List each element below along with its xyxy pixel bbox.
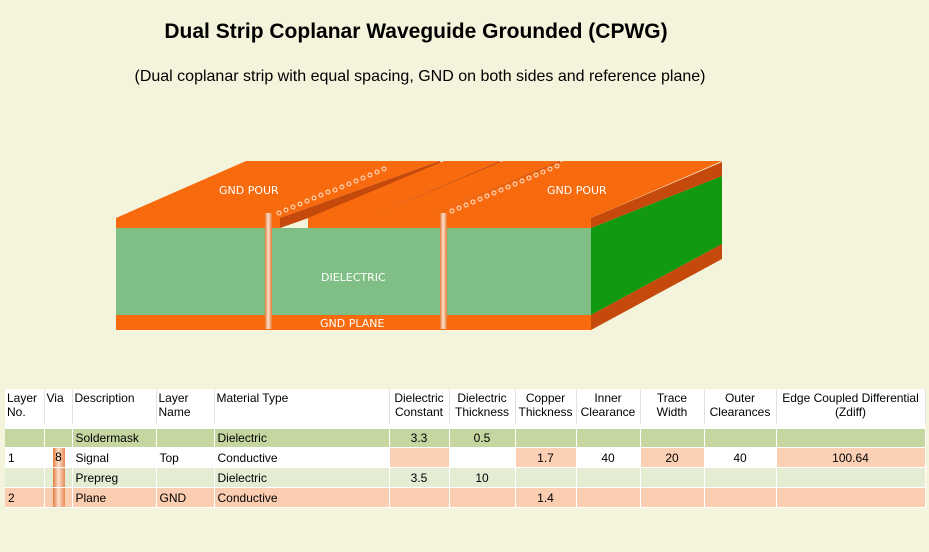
via-indicator (52, 488, 65, 507)
cell-trace-width[interactable] (640, 429, 705, 448)
gnd-plane-label: GND PLANE (320, 317, 384, 330)
gnd-plane-side-face (591, 244, 722, 330)
header-outer-clearances: Outer Clearances (704, 389, 777, 424)
cell-copper-thickness[interactable]: 1.4 (515, 487, 577, 508)
header-inner-clearance: Inner Clearance (576, 389, 641, 424)
via-count: 8 (55, 450, 62, 464)
cell-dielectric-thickness[interactable] (449, 487, 516, 508)
cell-dielectric-constant[interactable] (389, 487, 450, 508)
cpwg-cross-section-diagram: GND POUR GND POUR DIELECTRIC GND PLANE (116, 161, 722, 330)
page-title: Dual Strip Coplanar Waveguide Grounded (… (164, 20, 668, 43)
header-material-type: Material Type (214, 389, 390, 424)
via-indicator: 8 (52, 448, 65, 467)
header-dielectric-constant: Dielectric Constant (389, 389, 450, 424)
cell-layer-no[interactable] (5, 429, 45, 448)
header-trace-width: Trace Width (640, 389, 705, 424)
cell-zdiff[interactable] (776, 487, 926, 508)
signal-strip-2-front (367, 218, 424, 228)
gnd-pour-left-front (116, 218, 280, 228)
table-row: 2 Plane GND Conductive 1.4 (5, 487, 926, 508)
dielectric-front-face (116, 228, 591, 316)
cell-zdiff[interactable]: 100.64 (776, 447, 926, 468)
cell-copper-thickness[interactable] (515, 467, 577, 488)
signal-strip-1-front (308, 218, 367, 228)
gnd-pour-right-top (424, 161, 722, 218)
cell-layer-name[interactable]: GND (156, 487, 215, 508)
cell-layer-no[interactable] (5, 467, 45, 488)
header-dielectric-thickness: Dielectric Thickness (449, 389, 516, 424)
via-holes-right (449, 163, 560, 214)
cell-material-type[interactable]: Dielectric (214, 429, 390, 448)
gnd-plane-front (116, 315, 591, 330)
cell-description[interactable]: Prepreg (72, 467, 157, 488)
cell-description[interactable]: Plane (72, 487, 157, 508)
cell-description[interactable]: Soldermask (72, 429, 157, 448)
cell-trace-width[interactable] (640, 467, 705, 488)
cell-description[interactable]: Signal (72, 447, 157, 468)
cell-dielectric-thickness[interactable]: 10 (449, 467, 516, 488)
cell-via[interactable]: 8 (44, 447, 73, 468)
gnd-pour-right-front (424, 218, 591, 228)
cell-dielectric-thickness[interactable]: 0.5 (449, 429, 516, 448)
cell-layer-name[interactable] (156, 429, 215, 448)
dielectric-side-face (591, 176, 722, 315)
header-layer-name: Layer Name (156, 389, 215, 424)
cell-dielectric-constant[interactable] (389, 447, 450, 468)
cell-material-type[interactable]: Conductive (214, 447, 390, 468)
cell-outer-clearances[interactable] (704, 487, 777, 508)
gnd-pour-side-face (591, 162, 722, 228)
cell-zdiff[interactable] (776, 467, 926, 488)
table-row: Prepreg Dielectric 3.5 10 (5, 467, 926, 488)
gnd-pour-left-notch-wall (280, 161, 445, 228)
cell-via[interactable] (44, 487, 73, 508)
cell-copper-thickness[interactable] (515, 429, 577, 448)
cell-outer-clearances[interactable] (704, 467, 777, 488)
dielectric-label: DIELECTRIC (321, 271, 386, 284)
cell-dielectric-thickness[interactable] (449, 447, 516, 468)
cell-via[interactable] (44, 429, 73, 448)
cell-layer-name[interactable] (156, 467, 215, 488)
cell-trace-width[interactable]: 20 (640, 447, 705, 468)
signal-strip-2-top (367, 161, 560, 218)
table-row: 1 8 Signal Top Conductive 1.7 40 20 40 1… (5, 447, 926, 468)
header-description: Description (72, 389, 157, 424)
cell-layer-name[interactable]: Top (156, 447, 215, 468)
gnd-pour-left-label: GND POUR (219, 184, 279, 197)
signal-strip-1-top (308, 161, 500, 218)
header-layer-no: Layer No. (5, 389, 45, 424)
cell-dielectric-constant[interactable]: 3.5 (389, 467, 450, 488)
cell-material-type[interactable]: Dielectric (214, 467, 390, 488)
cell-copper-thickness[interactable]: 1.7 (515, 447, 577, 468)
cell-trace-width[interactable] (640, 487, 705, 508)
gnd-pour-left-top (116, 161, 440, 218)
cell-outer-clearances[interactable] (704, 429, 777, 448)
cell-outer-clearances[interactable]: 40 (704, 447, 777, 468)
cell-inner-clearance[interactable] (576, 487, 641, 508)
table-row: Soldermask Dielectric 3.3 0.5 (5, 429, 926, 448)
cell-inner-clearance[interactable]: 40 (576, 447, 641, 468)
cell-material-type[interactable]: Conductive (214, 487, 390, 508)
cell-inner-clearance[interactable] (576, 467, 641, 488)
header-copper-thickness: Copper Thickness (515, 389, 577, 424)
cell-zdiff[interactable] (776, 429, 926, 448)
page-subtitle: (Dual coplanar strip with equal spacing,… (134, 68, 706, 85)
cell-via[interactable] (44, 467, 73, 488)
via-indicator (52, 468, 65, 487)
header-zdiff: Edge Coupled Differential (Zdiff) (776, 389, 926, 424)
via-holes-left (276, 166, 387, 216)
cell-dielectric-constant[interactable]: 3.3 (389, 429, 450, 448)
stackup-table: Layer No. Via Description Layer Name Mat… (5, 389, 926, 508)
cell-layer-no[interactable]: 1 (5, 447, 45, 468)
cell-inner-clearance[interactable] (576, 429, 641, 448)
via-left (265, 213, 272, 329)
via-right (440, 213, 447, 329)
header-via: Via (44, 389, 73, 424)
cell-layer-no[interactable]: 2 (5, 487, 45, 508)
gnd-pour-right-label: GND POUR (547, 184, 607, 197)
